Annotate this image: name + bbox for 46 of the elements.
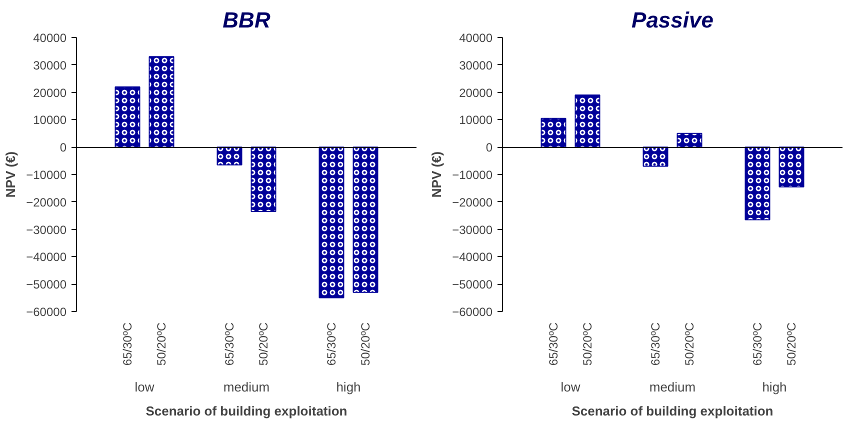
y-tick-label: −30000 [452,222,493,237]
x-tick-label: 65/30ºC [546,322,560,366]
y-tick-label: −20000 [452,195,493,210]
y-tick-label: −40000 [452,250,493,264]
x-tick-label: 50/20ºC [358,322,372,366]
text: low [560,380,581,394]
y-tick-label: 10000 [459,113,493,128]
x-tick-label: 65/30ºC [648,322,662,366]
y-tick-label: 0 [486,140,493,155]
y-tick-label: −50000 [452,278,493,292]
y-axis-title: NPV (€) [3,151,18,198]
x-tick-label: 65/30ºC [324,322,338,366]
x-tick-label: 50/20ºC [256,322,270,366]
y-tick-label: −10000 [452,168,493,182]
x-tick-label: 65/30ºC [120,322,134,366]
y-tick-label: 20000 [33,86,67,100]
y-tick-label: −60000 [26,305,67,319]
chart-title: Passive [632,8,714,32]
x-tick-label: 65/30ºC [222,322,236,366]
y-tick-label: −60000 [452,305,493,319]
y-tick-label: −10000 [26,168,67,182]
text: low [134,380,155,394]
y-tick-label: 10000 [33,113,67,128]
text: high [336,380,361,394]
chart-title: BBR [222,8,270,32]
y-tick-label: −20000 [26,195,67,210]
x-tick-label: 50/20ºC [784,322,798,366]
text: high [762,380,787,394]
y-axis-title: NPV (€) [429,151,444,198]
x-axis-title: Scenario of building exploitation [146,404,348,418]
y-tick-label: 0 [60,140,67,155]
text: medium [649,380,696,394]
x-axis-title: Scenario of building exploitation [572,404,774,418]
y-tick-label: 40000 [459,31,493,45]
text: medium [223,380,270,394]
y-tick-label: 30000 [459,58,493,72]
x-tick-label: 65/30ºC [750,322,764,366]
y-tick-label: 30000 [33,58,67,72]
y-tick-label: −30000 [26,222,67,237]
x-tick-label: 50/20ºC [154,322,168,366]
y-tick-label: −50000 [26,278,67,292]
y-tick-label: −40000 [26,250,67,264]
y-tick-label: 40000 [33,31,67,45]
y-tick-label: 20000 [459,86,493,100]
x-tick-label: 50/20ºC [580,322,594,366]
x-tick-label: 50/20ºC [682,322,696,366]
